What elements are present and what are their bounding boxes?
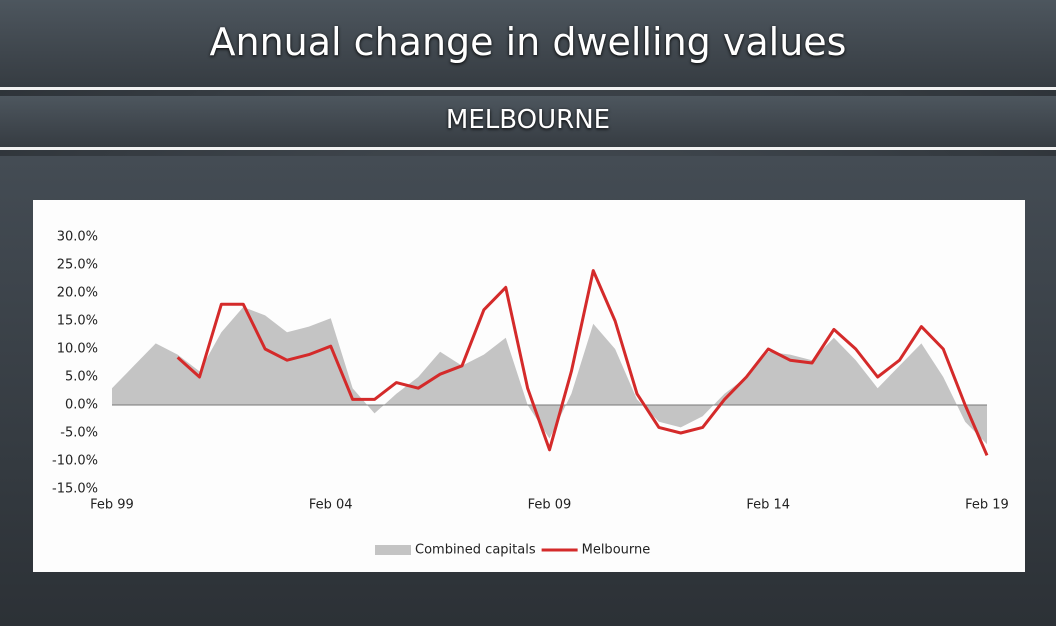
x-tick-label: Feb 19: [965, 498, 1009, 513]
subtitle-banner: MELBOURNE: [0, 96, 1056, 150]
legend-label: Melbourne: [582, 543, 651, 558]
x-tick-label: Feb 99: [90, 498, 134, 513]
chart-subtitle: MELBOURNE: [445, 105, 611, 135]
y-tick-label: 15.0%: [57, 314, 98, 329]
y-tick-label: -15.0%: [52, 482, 98, 497]
x-tick-label: Feb 04: [309, 498, 353, 513]
y-tick-label: -5.0%: [60, 426, 98, 441]
x-tick-label: Feb 14: [746, 498, 790, 513]
y-tick-label: 5.0%: [65, 370, 98, 385]
y-tick-label: 20.0%: [57, 286, 98, 301]
y-tick-label: 10.0%: [57, 342, 98, 357]
y-tick-label: 0.0%: [65, 398, 98, 413]
y-tick-label: 25.0%: [57, 258, 98, 273]
y-tick-label: 30.0%: [57, 230, 98, 245]
line: [176, 269, 989, 456]
y-tick-label: -10.0%: [52, 454, 98, 469]
legend-swatch: [375, 545, 411, 555]
x-tick-label: Feb 09: [528, 498, 572, 513]
area: [112, 307, 987, 445]
chart-title: Annual change in dwelling values: [209, 20, 847, 64]
legend-label: Combined capitals: [415, 543, 536, 558]
title-banner: Annual change in dwelling values: [0, 0, 1056, 90]
